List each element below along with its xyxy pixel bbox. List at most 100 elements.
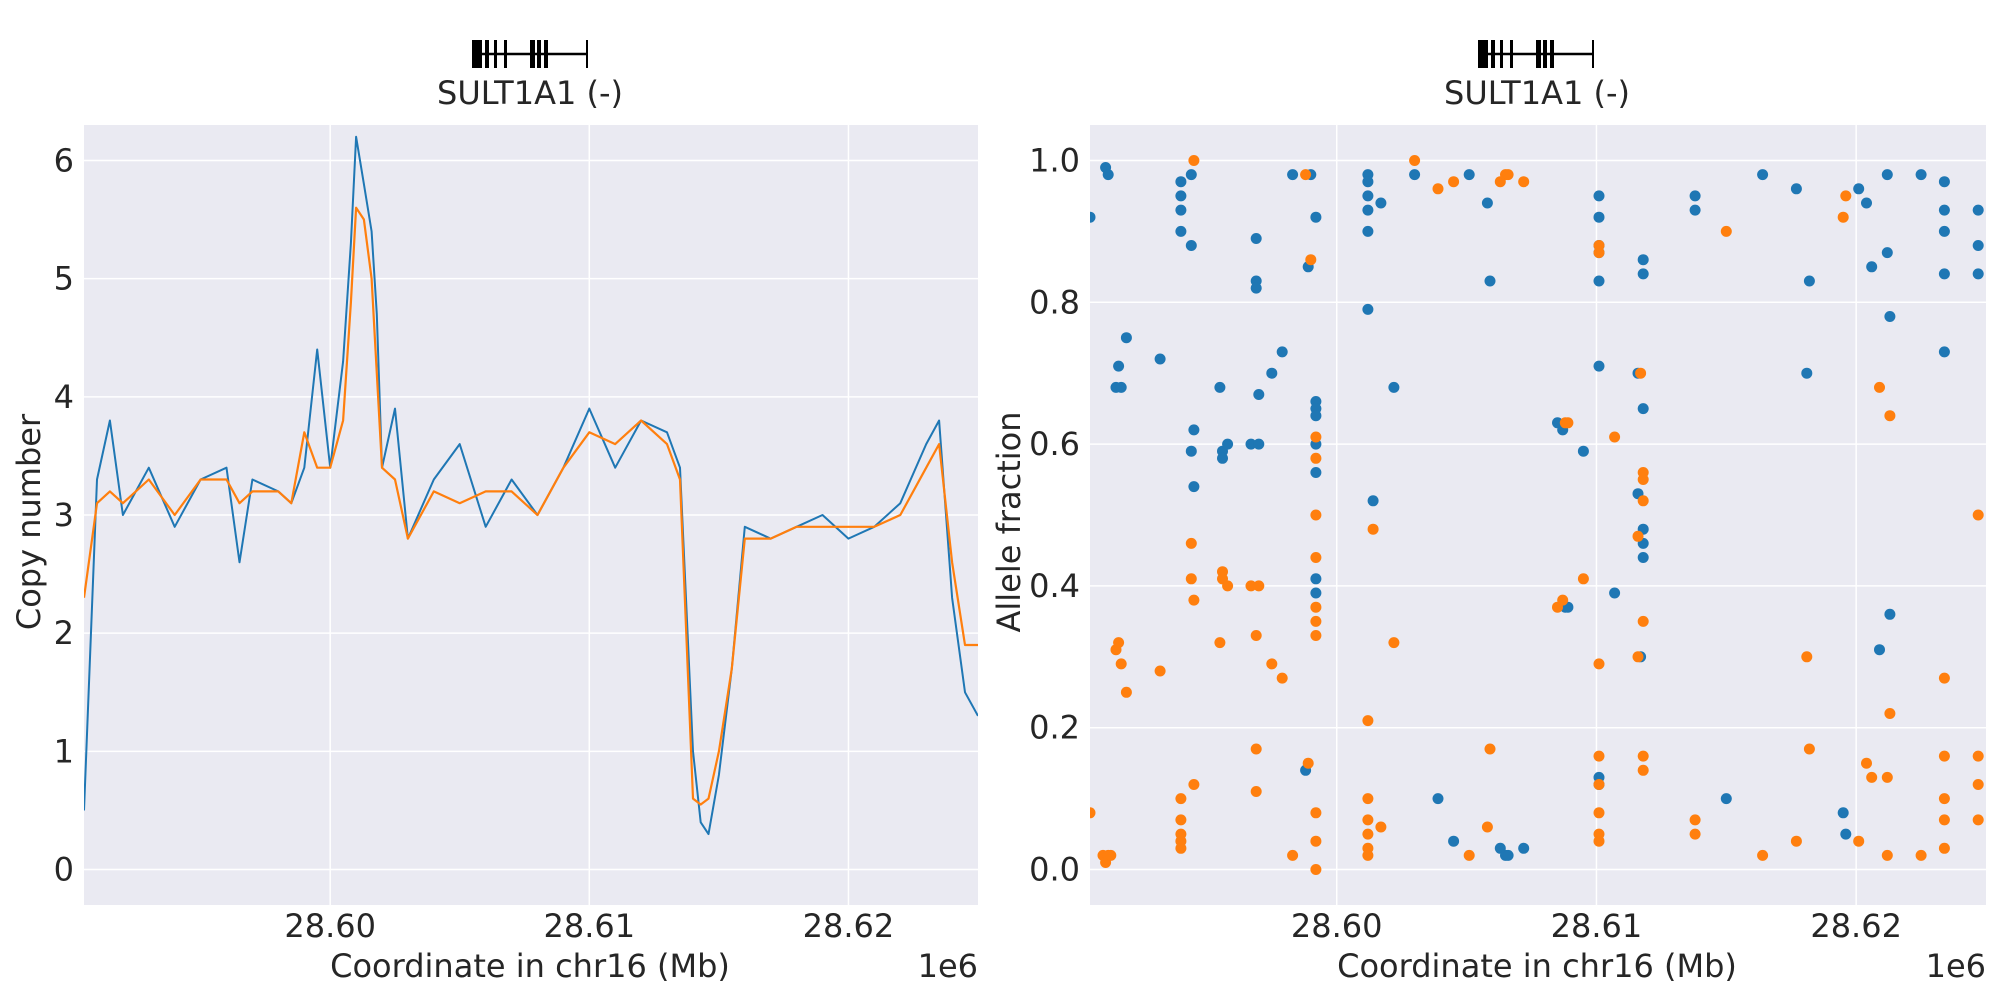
allele-point-orange (1310, 807, 1322, 819)
y-tick-label: 1 (54, 732, 74, 770)
allele-point-orange (1502, 169, 1514, 181)
allele-point-orange (1388, 637, 1400, 649)
allele-point-orange (1188, 779, 1200, 790)
allele-point-orange (1972, 750, 1984, 762)
gene-exon (1592, 40, 1594, 68)
allele-point-orange (1593, 835, 1605, 847)
allele-point-blue (1113, 360, 1125, 372)
allele-point-orange (1720, 225, 1732, 237)
allele-point-blue (1463, 169, 1475, 181)
y-tick-label: 0.2 (1029, 709, 1080, 747)
allele-point-blue (1972, 204, 1984, 216)
allele-point-orange (1250, 786, 1262, 797)
allele-point-blue (1362, 303, 1374, 315)
allele-point-orange (1689, 828, 1701, 840)
allele-point-orange (1310, 835, 1322, 847)
allele-point-blue (1188, 424, 1200, 436)
y-tick-label: 5 (54, 260, 74, 298)
gene-exon (530, 40, 535, 68)
allele-point-orange (1105, 849, 1117, 861)
y-tick-label: 1.0 (1029, 141, 1080, 179)
allele-point-orange (1637, 495, 1649, 507)
plot-background (1090, 125, 1986, 905)
allele-point-orange (1803, 743, 1815, 755)
allele-point-orange (1154, 665, 1166, 677)
gene-exon (472, 40, 482, 68)
x-tick-label: 28.61 (1551, 907, 1643, 945)
y-tick-label: 0.8 (1029, 283, 1080, 321)
allele-point-orange (1874, 381, 1885, 393)
allele-point-orange (1113, 637, 1125, 649)
y-tick-label: 0 (54, 851, 74, 889)
allele-point-orange (1635, 367, 1647, 379)
allele-point-blue (1250, 282, 1262, 294)
x-tick-labels: 28.60 28.61 28.62 (1291, 907, 1902, 945)
allele-point-blue (1154, 353, 1166, 365)
y-axis-label: Allele fraction (990, 411, 1028, 632)
allele-point-orange (1310, 509, 1322, 521)
allele-point-blue (1938, 225, 1950, 237)
allele-point-orange (1362, 828, 1374, 840)
allele-point-orange (1637, 615, 1649, 627)
allele-point-orange (1310, 601, 1322, 613)
x-tick-label: 28.62 (803, 907, 895, 945)
allele-point-blue (1310, 211, 1322, 223)
allele-point-orange (1310, 431, 1322, 443)
allele-point-orange (1185, 537, 1197, 549)
allele-point-blue (1518, 842, 1530, 854)
y-tick-label: 4 (54, 378, 74, 416)
allele-point-orange (1175, 842, 1187, 854)
allele-point-orange (1593, 240, 1605, 251)
allele-point-blue (1840, 828, 1852, 840)
x-axis-label: Coordinate in chr16 (Mb) (1337, 947, 1737, 985)
y-tick-label: 0.0 (1029, 851, 1080, 889)
allele-point-orange (1409, 155, 1421, 166)
allele-point-orange (1637, 750, 1649, 762)
allele-point-orange (1463, 849, 1475, 861)
gene-exon (1510, 40, 1513, 68)
allele-point-orange (1593, 779, 1605, 790)
allele-point-blue (1609, 587, 1621, 599)
allele-point-blue (1310, 573, 1322, 585)
allele-point-orange (1881, 849, 1893, 861)
allele-point-orange (1938, 672, 1950, 684)
allele-point-orange (1853, 835, 1865, 847)
grid (84, 125, 978, 905)
allele-point-orange (1593, 658, 1605, 670)
allele-point-orange (1310, 552, 1322, 563)
allele-point-blue (1214, 381, 1226, 393)
allele-point-orange (1175, 814, 1187, 826)
copy-number-panel: SULT1A1 (-) 0 1 2 3 4 5 6 28.60 28.61 28.62 Coor… (10, 40, 978, 985)
allele-point-blue (1861, 197, 1872, 209)
allele-point-orange (1637, 764, 1649, 776)
allele-point-orange (1310, 452, 1322, 464)
allele-point-blue (1593, 275, 1605, 287)
allele-point-orange (1310, 630, 1322, 641)
allele-point-blue (1362, 204, 1374, 216)
allele-point-blue (1362, 190, 1374, 202)
allele-point-blue (1185, 445, 1197, 457)
raw-copy-number-line (84, 135, 978, 836)
allele-point-blue (1938, 346, 1950, 358)
gene-exon (544, 40, 548, 68)
allele-point-orange (1305, 254, 1317, 266)
allele-point-blue (1115, 381, 1127, 393)
y-tick-labels: 0 1 2 3 4 5 6 (54, 141, 74, 888)
allele-point-blue (1637, 254, 1649, 266)
allele-point-blue (1484, 275, 1496, 287)
allele-point-blue (1310, 410, 1322, 422)
gene-exon (586, 40, 588, 68)
allele-point-blue (1938, 176, 1950, 188)
allele-point-blue (1972, 240, 1984, 251)
allele-point-orange (1185, 573, 1197, 585)
allele-point-orange (1609, 431, 1621, 443)
allele-point-orange (1632, 651, 1644, 663)
allele-point-blue (1502, 849, 1514, 861)
allele-point-orange (1375, 821, 1387, 833)
allele-point-orange (1310, 615, 1322, 627)
allele-point-orange (1245, 580, 1257, 592)
x-offset-label: 1e6 (918, 947, 978, 985)
allele-point-orange (1287, 849, 1299, 861)
allele-point-orange (1593, 807, 1605, 819)
